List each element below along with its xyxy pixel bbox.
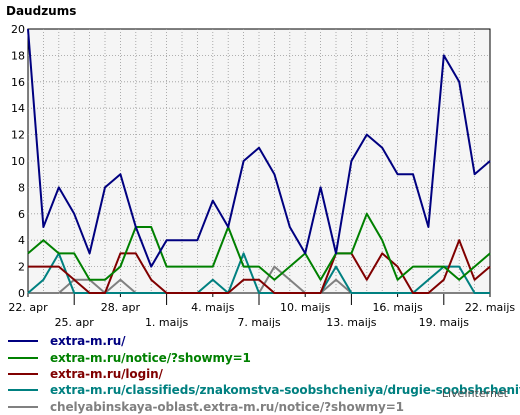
series-lines	[27, 28, 491, 294]
x-tick-label: 22. apr	[8, 301, 48, 314]
y-tick-label: 8	[18, 181, 25, 194]
legend-item: extra-m.ru/notice/?showmy=1	[6, 349, 520, 365]
legend-label: extra-m.ru/	[50, 334, 126, 349]
chart: Daudzums 0 2 4 6 8 10 12 14 16 18 20 22. apr 25. ap…	[6, 4, 515, 329]
legend-label: extra-m.ru/classifieds/znakomstva-soobsh…	[50, 383, 520, 398]
y-tick-label: 18	[11, 49, 25, 62]
legend-label: chelyabinskaya-oblast.extra-m.ru/notice/…	[50, 399, 404, 414]
x-tick-label: 10. maijs	[280, 301, 331, 314]
legend: extra-m.ru/extra-m.ru/notice/?showmy=1 ex…	[6, 333, 520, 415]
legend-label: extra-m.ru/notice/?showmy=1	[50, 350, 251, 365]
series-line	[27, 212, 491, 281]
y-tick-label: 6	[18, 208, 25, 221]
x-tick-label: 22. maijs	[465, 301, 516, 314]
legend-item: extra-m.ru/	[6, 333, 520, 349]
x-tick-label: 4. maijs	[191, 301, 235, 314]
legend-item: chelyabinskaya-oblast.extra-m.ru/notice/…	[6, 399, 520, 415]
y-tick-label: 4	[18, 234, 25, 247]
legend-swatch	[8, 405, 38, 408]
x-tick-label: 25. apr	[55, 316, 95, 329]
legend-label: extra-m.ru/login/	[50, 366, 163, 381]
legend-swatch	[8, 340, 38, 343]
x-tick-label: 28. apr	[101, 301, 141, 314]
y-tick-label: 12	[11, 129, 25, 142]
y-tick-label: 10	[11, 155, 25, 168]
legend-item: extra-m.ru/classifieds/znakomstva-soobsh…	[6, 382, 520, 398]
legend-item: extra-m.ru/login/	[6, 366, 520, 382]
x-tick-label: 13. maijs	[326, 316, 377, 329]
legend-swatch	[8, 356, 38, 359]
y-tick-label: 14	[11, 102, 25, 115]
series-line	[28, 239, 491, 294]
x-tick-label: 1. maijs	[145, 316, 189, 329]
x-tick-label: 16. maijs	[372, 301, 423, 314]
y-tick-label: 20	[11, 23, 25, 36]
legend-swatch	[8, 372, 38, 375]
grid	[28, 29, 490, 293]
credit-label: LiveInternet	[441, 387, 508, 400]
series-line	[27, 28, 491, 268]
y-tick-label: 16	[11, 76, 25, 89]
x-tick-label: 7. maijs	[237, 316, 281, 329]
y-tick-label: 0	[18, 287, 25, 300]
y-axis-ticks: 0 2 4 6 8 10 12 14 16 18 20	[11, 23, 25, 300]
x-tick-label: 19. maijs	[419, 316, 470, 329]
y-tick-label: 2	[18, 261, 25, 274]
legend-swatch	[8, 389, 38, 392]
chart-title: Daudzums	[6, 4, 76, 18]
